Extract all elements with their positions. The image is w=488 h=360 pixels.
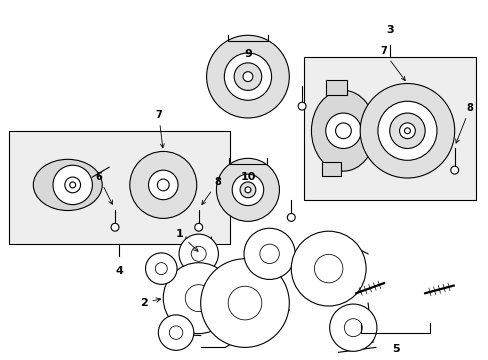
Ellipse shape — [33, 159, 102, 211]
Circle shape — [163, 263, 234, 334]
Text: 2: 2 — [140, 298, 161, 308]
Circle shape — [450, 166, 458, 174]
Text: 7: 7 — [379, 46, 405, 81]
Circle shape — [298, 102, 305, 110]
Circle shape — [111, 223, 119, 231]
Circle shape — [185, 285, 212, 312]
Circle shape — [243, 72, 252, 82]
Circle shape — [179, 234, 218, 274]
Circle shape — [335, 123, 350, 139]
Text: 5: 5 — [391, 345, 399, 355]
Circle shape — [287, 213, 295, 221]
Circle shape — [232, 174, 263, 206]
Bar — [321, 162, 341, 176]
Circle shape — [404, 128, 409, 134]
Circle shape — [291, 231, 366, 306]
Circle shape — [234, 63, 261, 90]
Circle shape — [228, 286, 261, 320]
Circle shape — [129, 152, 196, 219]
Text: 6: 6 — [95, 172, 112, 204]
Text: 8: 8 — [202, 177, 221, 204]
Circle shape — [244, 228, 295, 279]
Circle shape — [216, 158, 279, 221]
Circle shape — [148, 170, 178, 200]
Circle shape — [206, 35, 289, 118]
Circle shape — [65, 177, 81, 193]
Circle shape — [191, 246, 206, 261]
Circle shape — [329, 304, 376, 351]
Circle shape — [70, 182, 76, 188]
Bar — [304, 57, 475, 200]
Circle shape — [344, 319, 362, 337]
Bar — [9, 131, 230, 244]
Circle shape — [169, 326, 183, 339]
Circle shape — [360, 84, 454, 178]
Circle shape — [389, 113, 424, 148]
Circle shape — [314, 255, 342, 283]
Circle shape — [200, 259, 289, 347]
Circle shape — [240, 182, 255, 198]
Text: 1: 1 — [176, 229, 198, 251]
Text: 7: 7 — [155, 110, 164, 148]
Bar — [325, 80, 346, 95]
Circle shape — [325, 113, 361, 148]
Ellipse shape — [311, 90, 375, 171]
Circle shape — [244, 187, 250, 193]
Circle shape — [224, 53, 271, 100]
Circle shape — [259, 244, 279, 264]
Circle shape — [157, 179, 169, 191]
Circle shape — [53, 165, 92, 204]
Circle shape — [145, 253, 177, 284]
Text: 9: 9 — [244, 49, 251, 59]
Circle shape — [194, 223, 202, 231]
Circle shape — [399, 123, 414, 139]
Text: 8: 8 — [455, 103, 472, 143]
Circle shape — [158, 315, 193, 350]
Text: 10: 10 — [240, 172, 255, 182]
Circle shape — [155, 263, 167, 275]
Circle shape — [377, 101, 436, 160]
Text: 3: 3 — [385, 25, 393, 35]
Text: 4: 4 — [115, 266, 122, 276]
